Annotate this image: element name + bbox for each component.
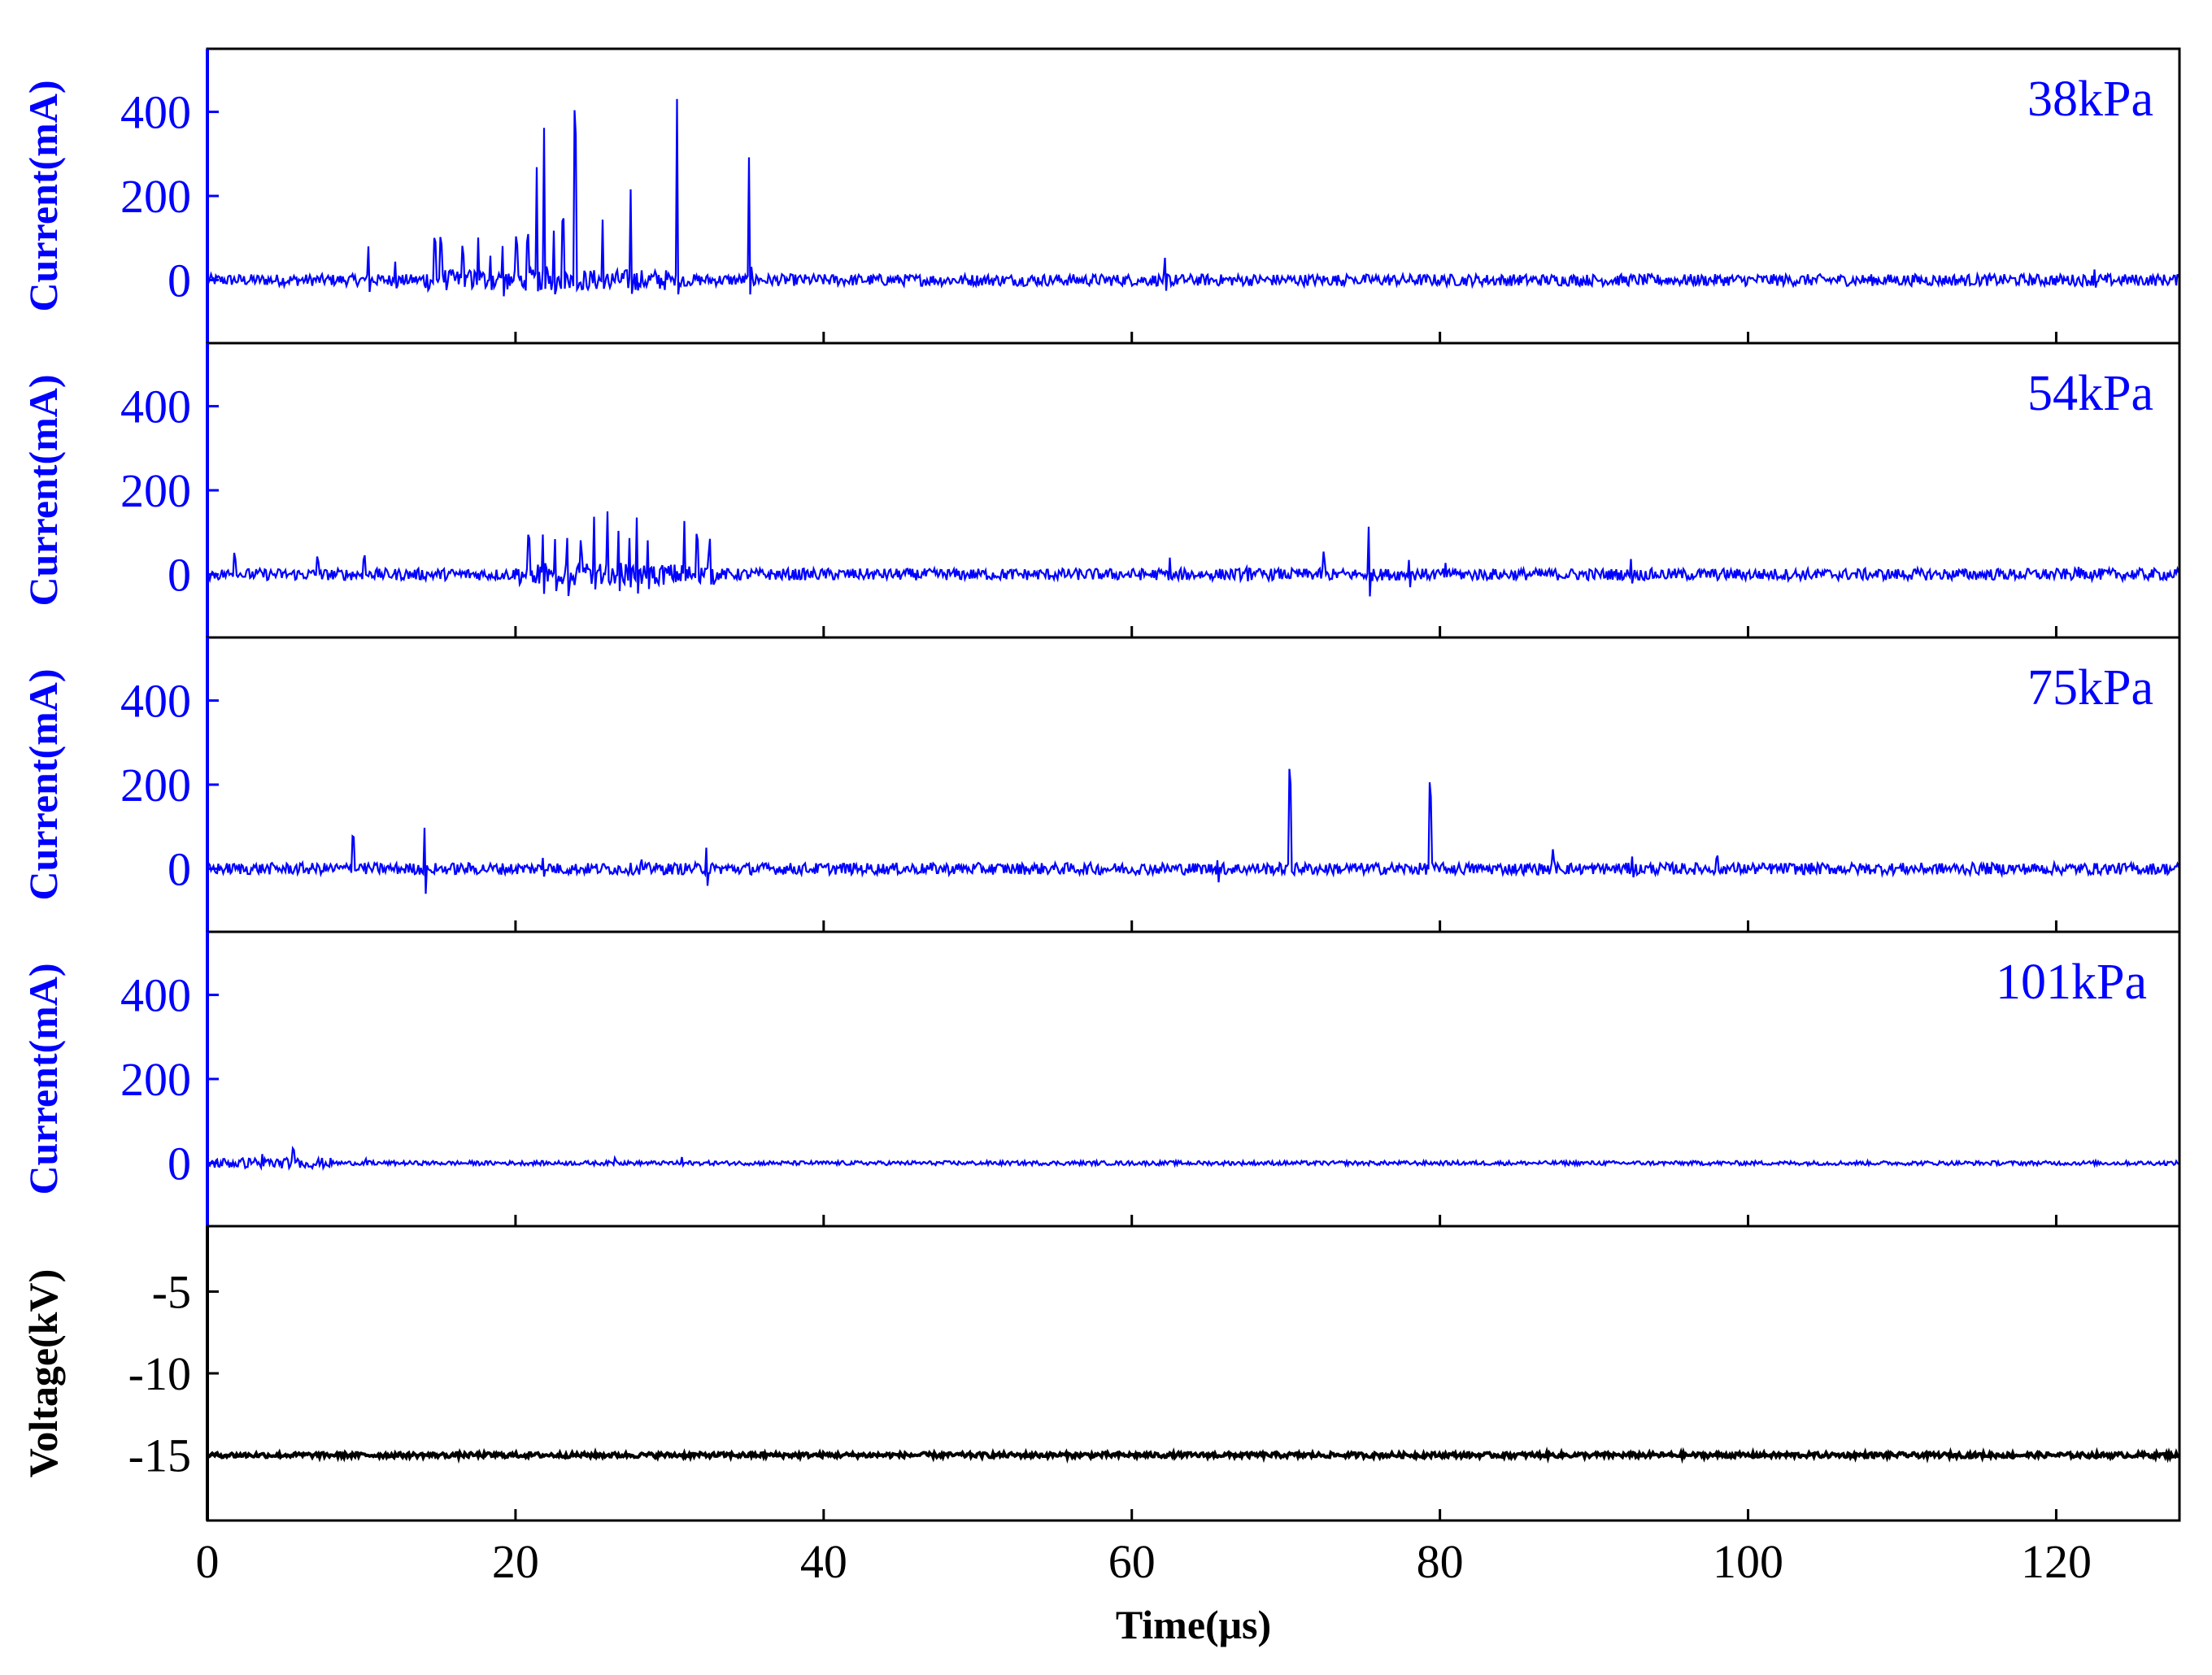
- panel-2: 0 200 400 Current(mA) 54kPa: [20, 342, 2181, 639]
- trace-series-4: [206, 1145, 2179, 1172]
- y-tick-label: 200: [120, 464, 191, 517]
- y-tick-label: 400: [120, 675, 191, 728]
- panels-group: 0 200 400 Current(mA) 38kPa 0 200 400 Current(mA…: [20, 47, 2181, 1522]
- y-tick-label: 400: [120, 381, 191, 433]
- panel-frame: [206, 636, 2181, 933]
- trace-series-2: [206, 511, 2180, 597]
- x-tick-label: 60: [1108, 1535, 1156, 1588]
- panel-pressure-label: 101kPa: [1996, 955, 2147, 1010]
- panel-frame: [206, 342, 2181, 639]
- panel-pressure-label: 54kPa: [2027, 366, 2153, 421]
- panel-3: 0 200 400 Current(mA) 75kPa: [20, 636, 2181, 933]
- y-tick-label: 400: [120, 969, 191, 1022]
- x-axis-title: Time(μs): [1116, 1602, 1271, 1647]
- y-tick-label: 0: [168, 842, 191, 895]
- x-tick-label: 80: [1417, 1535, 1464, 1588]
- y-tick-label: 200: [120, 1053, 191, 1106]
- y-tick-label: 200: [120, 170, 191, 223]
- panel-frame: [206, 1225, 2181, 1522]
- panel-1: 0 200 400 Current(mA) 38kPa: [20, 47, 2181, 345]
- y-axis-title: Voltage(kV): [20, 1269, 66, 1477]
- panel-pressure-label: 38kPa: [2027, 72, 2153, 127]
- y-axis-title: Current(mA): [20, 668, 66, 900]
- y-tick-label: 0: [168, 254, 191, 307]
- y-tick-label: -5: [152, 1265, 191, 1318]
- y-tick-label: 200: [120, 759, 191, 811]
- y-tick-label: 0: [168, 548, 191, 601]
- y-axis-title: Current(mA): [20, 963, 66, 1194]
- x-tick-label: 20: [492, 1535, 539, 1588]
- y-tick-label: 0: [168, 1137, 191, 1190]
- x-tick-label: 0: [196, 1535, 220, 1588]
- panel-pressure-label: 75kPa: [2027, 660, 2153, 716]
- y-tick-label: -10: [128, 1347, 191, 1400]
- y-tick-label: -15: [128, 1429, 191, 1482]
- x-tick-label: 120: [2021, 1535, 2092, 1588]
- x-tick-label: 40: [800, 1535, 847, 1588]
- trace-series-3: [206, 768, 2180, 894]
- y-axis-title: Current(mA): [20, 374, 66, 606]
- trace-series-1: [206, 98, 2180, 297]
- panel-5: -15 -10 -5 Voltage(kV): [20, 1225, 2181, 1522]
- panel-frame: [206, 47, 2181, 345]
- y-tick-label: 400: [120, 86, 191, 139]
- panel-frame: [206, 930, 2181, 1228]
- trace-series-5: [206, 1447, 2179, 1464]
- x-axis: 0 20 40 60 80 100 120 Time(μs): [196, 1535, 2092, 1647]
- x-tick-label: 100: [1713, 1535, 1783, 1588]
- panel-4: 0 200 400 Current(mA) 101kPa: [20, 930, 2181, 1228]
- y-axis-title: Current(mA): [20, 80, 66, 311]
